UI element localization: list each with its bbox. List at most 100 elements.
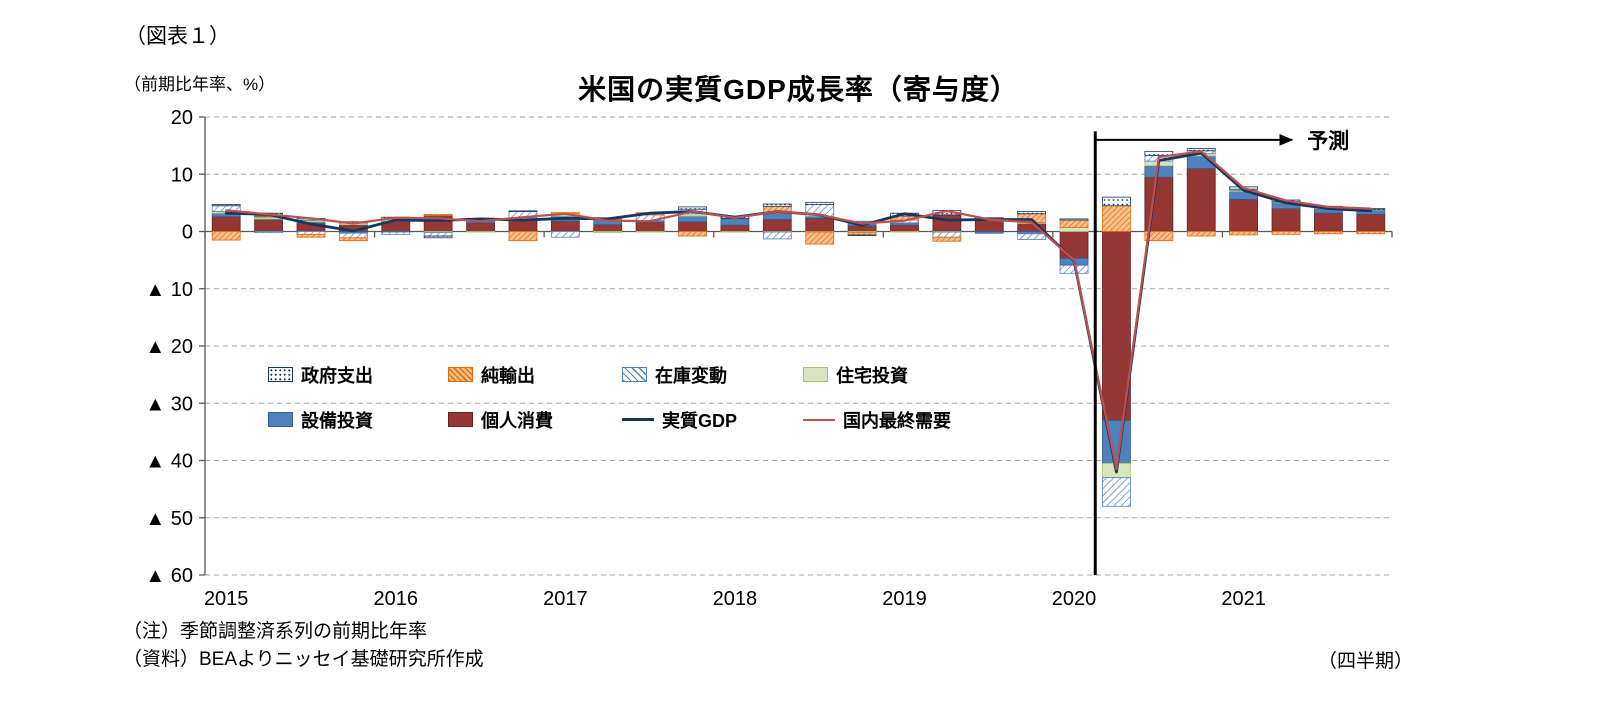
legend-label-netex: 純輸出 [481,365,535,386]
bar-segment-gov [1059,218,1089,221]
bar-segment-equip [720,218,750,226]
bar-segment-netex [1314,231,1343,235]
legend-item-inv: 在庫変動 [622,362,803,388]
bar-segment-equip [974,231,1004,234]
bar-segment-gov [1144,150,1174,156]
bar-segment-netex [1356,231,1386,235]
bar-segment-netex [1186,231,1216,237]
legend-swatch-dfd [803,418,835,421]
x-axis-year-label: 2019 [882,588,927,610]
bar-segment-gov [762,203,792,207]
bar-segment-cons [1102,231,1131,421]
x-axis-year-label: 2020 [1052,588,1097,610]
y-axis-tick-label: 10 [171,164,193,186]
note-line: （注）季節調整済系列の前期比年率 [123,621,428,642]
bar-segment-cons [254,219,283,232]
legend-swatch-gdp [622,418,654,421]
bar-segment-cons [635,221,665,232]
y-axis-tick-label: ▲ 40 [145,451,193,473]
bar-segment-cons [1186,168,1216,232]
bar-segment-gov [508,210,538,212]
bar-segment-netex [1271,231,1301,235]
x-axis-caption: （四半期） [1318,651,1414,672]
legend-label-cons: 個人消費 [481,410,553,431]
bar-segment-netex [1102,205,1131,232]
legend-item-housing: 住宅投資 [803,362,1013,388]
bar-segment-cons [1314,212,1343,232]
bar-segment-cons [762,219,792,232]
bar-segment-netex [508,231,538,242]
bar-segment-cons [211,216,241,232]
bar-segment-netex [296,233,326,238]
y-axis-tick-label: ▲ 20 [145,336,193,358]
bar-segment-inv [296,231,326,235]
legend-item-cons: 個人消費 [448,407,622,433]
bar-segment-netex [805,231,835,245]
bar-segment-housing [635,231,665,233]
bar-segment-netex [423,213,453,216]
bar-segment-inv [762,231,792,240]
bar-segment-netex [932,236,962,242]
bar-segment-inv [550,231,580,238]
legend-swatch-cons [448,412,473,427]
x-axis-year-label: 2017 [543,588,588,610]
line-dfd [225,150,1372,471]
bar-segment-gov [805,201,835,205]
legend-label-dfd: 国内最終需要 [843,410,951,431]
legend-label-gdp: 実質GDP [662,410,738,431]
bar-segment-inv [338,232,368,239]
bar-segment-gov [847,234,877,236]
legend-label-inv: 在庫変動 [655,365,727,386]
bar-segment-gov [423,235,453,239]
chart-title: 米国の実質GDP成長率（寄与度） [578,74,1019,105]
bar-segment-cons [593,224,623,232]
bar-segment-cons [1059,231,1089,259]
bar-segment-inv [381,231,411,235]
legend-label-gov: 政府支出 [301,365,373,386]
legend-swatch-equip [268,412,293,427]
bar-segment-housing [720,231,750,233]
bar-segment-cons [847,225,877,232]
x-axis-year-label: 2018 [713,588,758,610]
bar-segment-netex [211,231,241,241]
y-axis-tick-label: 20 [171,107,193,129]
bar-segment-inv [932,231,962,238]
bar-segment-cons [466,222,495,232]
legend-swatch-netex [448,367,473,382]
bar-segment-inv [1017,233,1047,240]
y-axis-tick-label: 0 [182,222,193,244]
legend-item-equip: 設備投資 [268,407,448,433]
legend-label-housing: 住宅投資 [836,365,908,386]
y-axis-tick-label: ▲ 30 [145,393,193,415]
y-axis-tick-label: ▲ 50 [145,508,193,530]
source-line: （資料）BEAよりニッセイ基礎研究所作成 [123,649,484,670]
x-axis-year-label: 2015 [204,588,249,610]
bar-segment-cons [1229,199,1259,232]
legend-item-gdp: 実質GDP [622,407,803,433]
bar-segment-netex [1059,219,1089,228]
bar-segment-cons [805,217,835,232]
bar-segment-cons [890,224,919,232]
bar-segment-housing [890,231,919,233]
bar-segment-equip [678,215,707,223]
legend-swatch-gov [268,367,293,382]
bar-segment-gov [678,206,707,210]
y-axis-tick-label: ▲ 60 [145,565,193,587]
legend-label-equip: 設備投資 [301,410,373,431]
bar-segment-inv [1102,477,1131,507]
bar-segment-housing [466,231,495,233]
bar-segment-cons [1356,213,1386,232]
bar-segment-cons [974,220,1004,232]
bar-segment-netex [678,231,707,237]
bar-segment-gov [211,204,241,207]
legend-item-dfd: 国内最終需要 [803,407,1013,433]
x-axis-year-label: 2021 [1221,588,1266,610]
bar-segment-inv [423,232,453,237]
bar-segment-netex [338,237,368,242]
y-axis-unit-label: （前期比年率、%） [124,75,276,94]
legend-item-gov: 政府支出 [268,362,448,388]
bar-segment-cons [550,220,580,232]
bar-segment-housing [593,231,623,234]
